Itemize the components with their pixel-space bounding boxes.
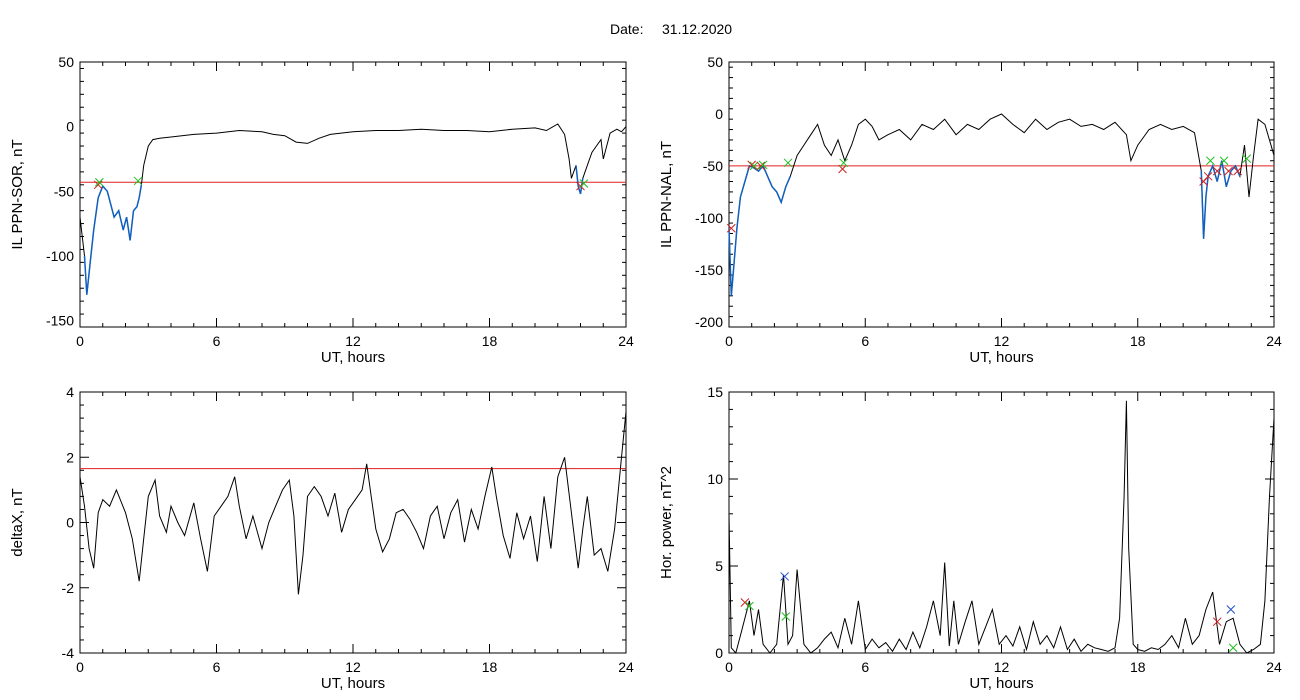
x-axis-label: UT, hours [969, 349, 1033, 366]
y-axis-label: deltaX, nT [9, 488, 26, 556]
data-line [79, 123, 627, 295]
y-tick-label: -50 [54, 183, 74, 199]
event-marker-green [745, 601, 754, 611]
y-tick-label: -150 [46, 313, 74, 329]
panel-deltax: 0 6 12 18 24 4 2 0 -2 -4 UT, hours deltaX, nT [9, 384, 634, 692]
event-marker-green [781, 612, 791, 621]
event-marker-red [740, 598, 750, 607]
y-tick-label: 4 [66, 384, 74, 400]
y-tick-label: 0 [715, 106, 723, 122]
y-axis-label: IL PPN-SOR, nT [9, 139, 26, 249]
event-marker-red [747, 160, 757, 170]
y-tick-label: -200 [695, 314, 723, 330]
selected-segment [83, 184, 143, 295]
data-line [79, 411, 627, 595]
x-axis-label: UT, hours [321, 675, 385, 692]
x-tick-label: 12 [994, 333, 1010, 349]
event-marker-green [758, 160, 768, 170]
event-marker-green [839, 158, 849, 168]
plot-frame [728, 391, 1275, 654]
event-marker-red [1203, 171, 1213, 181]
y-tick-label: 0 [66, 119, 74, 135]
y-tick-label: 50 [58, 54, 74, 70]
y-tick-label: 0 [715, 645, 723, 661]
event-marker-red [756, 161, 766, 171]
panel-il-ppn-sor: 0 6 12 18 24 50 0 -50 -100 -150 UT, hours IL PPN-SO… [9, 54, 634, 366]
date-value: 31.12.2020 [662, 21, 732, 37]
x-tick-label: 24 [618, 659, 634, 675]
event-marker-green [94, 177, 104, 187]
x-tick-label: 24 [618, 333, 634, 349]
y-tick-label: 50 [707, 54, 723, 70]
panel-il-ppn-nal: 0 6 12 18 24 50 0 -50 -100 -150 -200 UT, hours IL PP… [658, 54, 1282, 366]
y-tick-label: -100 [46, 248, 74, 264]
y-tick-label: 2 [66, 449, 74, 465]
x-tick-label: 0 [76, 659, 84, 675]
event-marker-green [1242, 154, 1252, 164]
y-tick-label: 0 [66, 515, 74, 531]
selected-segment [728, 164, 791, 296]
x-tick-label: 0 [725, 333, 733, 349]
y-tick-label: -50 [703, 158, 723, 174]
date-label: Date: [610, 21, 643, 37]
event-marker-green [783, 158, 793, 168]
event-marker-green [1228, 643, 1238, 653]
y-axis-label: IL PPN-NAL, nT [658, 141, 675, 248]
y-tick-label: -4 [62, 645, 75, 661]
x-tick-label: 12 [345, 659, 361, 675]
x-tick-label: 18 [1130, 659, 1146, 675]
x-tick-label: 12 [345, 333, 361, 349]
x-tick-label: 24 [1266, 333, 1282, 349]
y-tick-label: 15 [707, 384, 723, 400]
x-tick-label: 18 [482, 333, 498, 349]
y-tick-label: -100 [695, 210, 723, 226]
event-marker-red [93, 180, 103, 190]
event-marker-red [1233, 166, 1243, 176]
event-marker-green [1206, 156, 1215, 166]
y-tick-label: -150 [695, 262, 723, 278]
panel-hor-power: 0 6 12 18 24 15 10 5 0 UT, hours Hor. power, nT^2 [658, 384, 1282, 692]
plot-frame [79, 61, 627, 328]
event-marker-green [749, 161, 759, 171]
x-tick-label: 12 [994, 659, 1010, 675]
event-marker-blue [1226, 605, 1236, 614]
x-tick-label: 6 [213, 659, 221, 675]
x-tick-label: 6 [861, 659, 869, 675]
event-marker-red [726, 223, 736, 233]
y-tick-label: 5 [715, 558, 723, 574]
event-marker-green [133, 176, 143, 186]
y-tick-label: -2 [62, 580, 75, 596]
event-marker-green [579, 179, 589, 188]
selected-segment [1200, 160, 1241, 239]
x-axis-label: UT, hours [969, 675, 1033, 692]
x-tick-label: 18 [1130, 333, 1146, 349]
event-marker-red [1212, 166, 1222, 176]
y-tick-label: 10 [707, 471, 723, 487]
x-tick-label: 6 [213, 333, 221, 349]
x-tick-label: 0 [725, 659, 733, 675]
plot-frame [728, 61, 1275, 328]
data-line [728, 400, 1275, 655]
x-tick-label: 24 [1266, 659, 1282, 675]
event-marker-green [1219, 156, 1229, 166]
event-marker-red [1224, 166, 1233, 176]
event-marker-red [1212, 617, 1222, 627]
event-marker-blue [780, 572, 789, 581]
x-tick-label: 6 [861, 333, 869, 349]
data-line [728, 113, 1275, 296]
y-axis-label: Hor. power, nT^2 [658, 466, 675, 579]
x-axis-label: UT, hours [321, 349, 385, 366]
x-tick-label: 18 [482, 659, 498, 675]
x-tick-label: 0 [76, 333, 84, 349]
